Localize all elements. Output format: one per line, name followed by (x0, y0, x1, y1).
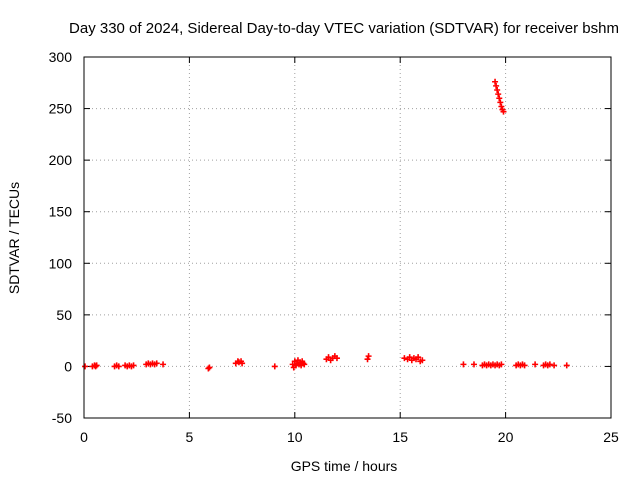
x-tick-label: 20 (498, 429, 514, 445)
data-point (460, 361, 467, 368)
y-tick-label: 100 (49, 255, 73, 271)
y-axis-label: SDTVAR / TECUs (6, 182, 22, 294)
x-tick-label: 10 (287, 429, 303, 445)
data-point (415, 354, 422, 361)
data-point (325, 354, 332, 361)
data-point (205, 365, 212, 372)
data-point (496, 95, 503, 102)
data-point (153, 360, 160, 367)
y-tick-label: 200 (49, 152, 73, 168)
data-point (470, 361, 477, 368)
y-tick-label: 150 (49, 204, 73, 220)
x-tick-label: 0 (80, 429, 88, 445)
x-axis-label: GPS time / hours (291, 458, 398, 474)
x-tick-label: 5 (186, 429, 194, 445)
data-point (532, 361, 539, 368)
data-point (401, 355, 408, 362)
data-point (551, 362, 558, 369)
data-point (498, 103, 505, 110)
data-point (130, 362, 137, 369)
data-point (419, 357, 426, 364)
data-point (82, 363, 89, 370)
data-point (92, 363, 99, 370)
data-point (289, 361, 296, 368)
data-point (115, 363, 122, 370)
data-point (521, 362, 528, 369)
data-point (271, 363, 278, 370)
data-point (493, 82, 500, 89)
y-tick-label: 50 (56, 307, 72, 323)
data-point (301, 361, 308, 368)
y-tick-label: 300 (49, 49, 73, 65)
x-tick-label: 15 (392, 429, 408, 445)
data-point (365, 353, 372, 360)
x-tick-label: 25 (603, 429, 619, 445)
data-point (333, 355, 340, 362)
data-point (239, 360, 246, 367)
data-point (494, 87, 501, 94)
data-point (160, 361, 167, 368)
data-point (500, 108, 507, 115)
y-tick-label: 250 (49, 101, 73, 117)
data-point (93, 362, 100, 369)
grid-lines (84, 57, 611, 418)
y-tick-label: -50 (52, 410, 72, 426)
data-point (563, 362, 570, 369)
y-tick-label: 0 (64, 358, 72, 374)
data-point (497, 99, 504, 106)
data-point (206, 364, 213, 371)
chart-title: Day 330 of 2024, Sidereal Day-to-day VTE… (69, 20, 619, 37)
data-point (495, 91, 502, 98)
axis-ticks: 0 5 10 15 20 25 -50 0 50 100 150 200 250 300 (49, 49, 619, 445)
plot-frame (83, 56, 612, 419)
data-point (492, 78, 499, 85)
data-points (82, 78, 570, 372)
data-point (364, 356, 371, 363)
data-point (498, 361, 505, 368)
data-point (300, 360, 307, 367)
data-point (406, 354, 413, 361)
data-point (546, 361, 553, 368)
